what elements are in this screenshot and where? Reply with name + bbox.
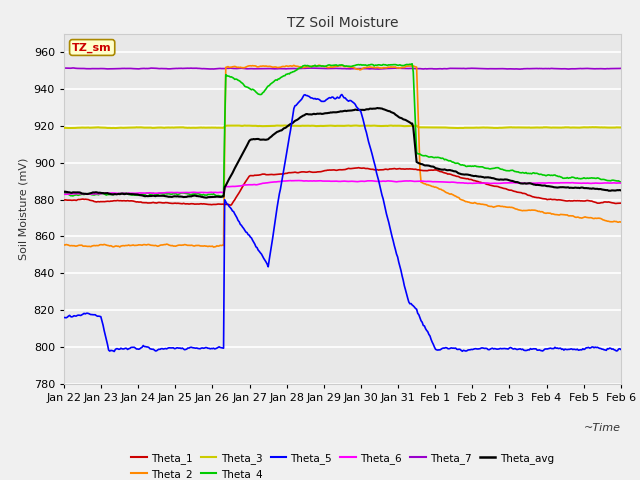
Title: TZ Soil Moisture: TZ Soil Moisture — [287, 16, 398, 30]
Y-axis label: Soil Moisture (mV): Soil Moisture (mV) — [18, 157, 28, 260]
Legend: Theta_1, Theta_2, Theta_3, Theta_4, Theta_5, Theta_6, Theta_7, Theta_avg: Theta_1, Theta_2, Theta_3, Theta_4, Thet… — [127, 448, 558, 480]
Text: TZ_sm: TZ_sm — [72, 42, 112, 53]
Text: ~Time: ~Time — [584, 422, 621, 432]
